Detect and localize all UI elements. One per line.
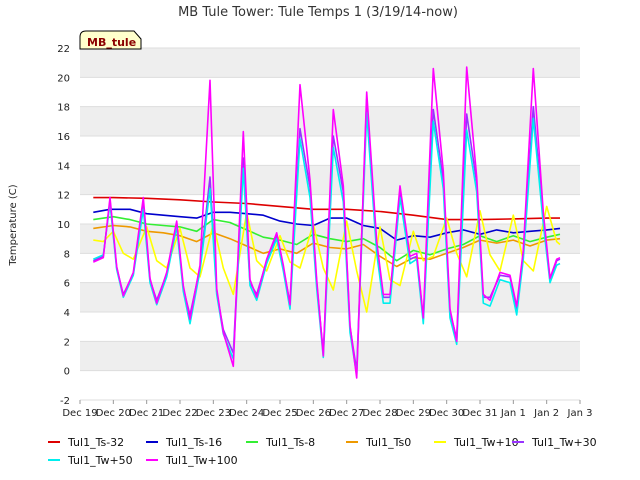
x-tick-label: Dec 25 [262, 408, 297, 419]
legend-label: Tul1_Ts-32 [67, 436, 124, 449]
grid-band [80, 48, 580, 78]
grid-band [80, 136, 580, 166]
grid-band [80, 370, 580, 400]
y-tick-label: -2 [60, 396, 70, 407]
grid-band [80, 341, 580, 371]
legend-label: Tul1_Tw+10 [453, 436, 519, 449]
series-line-tul1-tw-50 [92, 111, 561, 376]
x-tick-label: Dec 20 [96, 408, 131, 419]
x-tick-label: Dec 30 [429, 408, 464, 419]
x-tick-label: Dec 31 [462, 408, 497, 419]
x-tick-label: Dec 24 [229, 408, 264, 419]
x-tick-label: Dec 22 [162, 408, 197, 419]
badge-label: MB_tule [87, 36, 136, 49]
legend-label: Tul1_Ts-8 [265, 436, 315, 449]
station-badge: MB_tule [79, 30, 142, 50]
y-axis-ticks: -2 0 2 4 6 8 10 12 14 16 18 20 22 [57, 44, 70, 407]
x-tick-label: Jan 3 [567, 408, 593, 419]
legend-label: Tul1_Tw+30 [531, 436, 597, 449]
x-tick-label: Dec 19 [62, 408, 97, 419]
legend-label: Tul1_Tw+100 [165, 454, 238, 467]
y-tick-label: 0 [64, 367, 70, 378]
y-tick-label: 16 [57, 132, 70, 143]
y-tick-label: 18 [57, 103, 70, 114]
grid-band [80, 106, 580, 136]
y-tick-label: 4 [64, 308, 70, 319]
grid-band [80, 312, 580, 342]
x-tick-label: Dec 28 [362, 408, 397, 419]
chart-title: MB Tule Tower: Tule Temps 1 (3/19/14-now… [178, 5, 458, 20]
y-tick-label: 12 [57, 191, 70, 202]
y-tick-label: 20 [57, 73, 70, 84]
x-tick-label: Dec 23 [196, 408, 231, 419]
x-tick-label: Dec 29 [396, 408, 431, 419]
x-tick-label: Dec 21 [129, 408, 164, 419]
y-tick-label: 8 [64, 249, 70, 260]
grid-band [80, 77, 580, 107]
y-tick-label: 14 [57, 161, 70, 172]
legend-label: Tul1_Ts0 [365, 436, 411, 449]
legend: Tul1_Ts-32 Tul1_Ts-16 Tul1_Ts-8 Tul1_Ts0 Tul… [48, 436, 597, 467]
legend-label: Tul1_Ts-16 [165, 436, 222, 449]
series-line-tul1-ts-32 [93, 196, 560, 221]
x-tick-label: Dec 27 [329, 408, 364, 419]
y-axis-label: Temperature (C) [8, 184, 19, 266]
grid-band [80, 253, 580, 283]
series-lines [92, 66, 561, 379]
x-tick-label: Jan 2 [533, 408, 559, 419]
x-tick-label: Dec 26 [296, 408, 331, 419]
y-tick-label: 2 [64, 337, 70, 348]
legend-label: Tul1_Tw+50 [67, 454, 133, 467]
x-tick-label: Jan 1 [500, 408, 526, 419]
y-tick-label: 6 [64, 279, 70, 290]
series-line-tul1-tw-100 [92, 66, 561, 379]
y-tick-label: 22 [57, 44, 70, 55]
badge-shape [79, 30, 142, 50]
y-tick-label: 10 [57, 220, 70, 231]
